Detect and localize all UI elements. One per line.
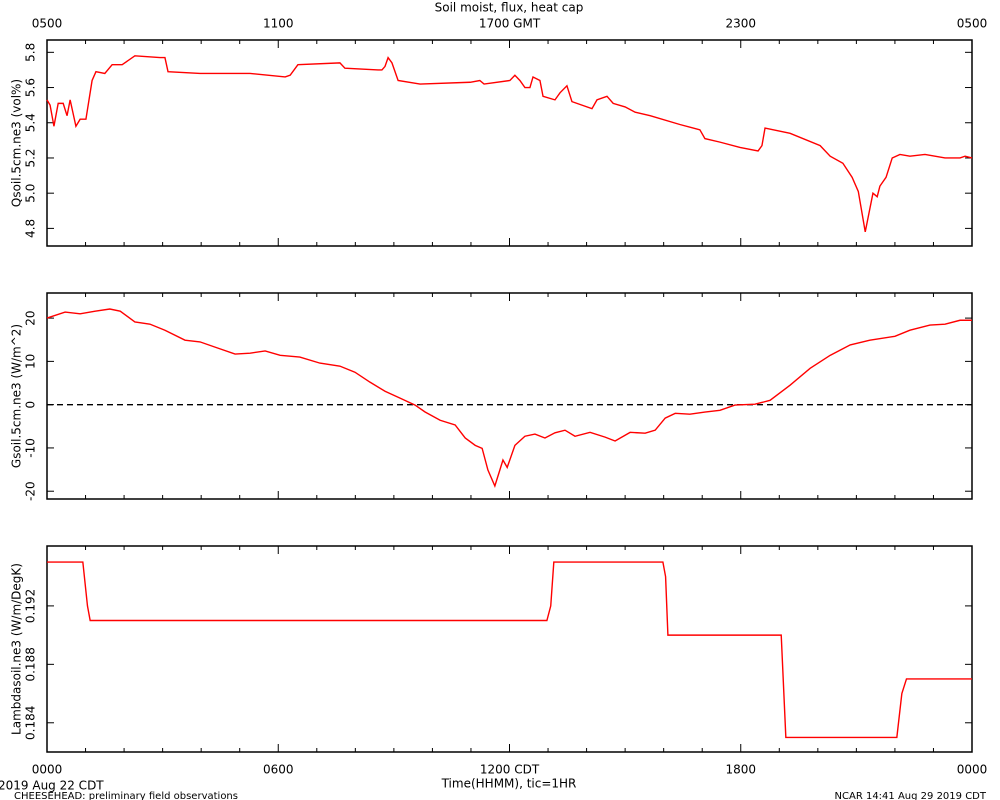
project-note: CHEESEHEAD: preliminary field observatio… bbox=[14, 791, 238, 800]
y-tick-label: -20 bbox=[24, 481, 38, 501]
y-tick-label: 0.192 bbox=[24, 589, 38, 623]
x-tick-label: 0000 bbox=[32, 763, 63, 777]
y-tick-label: 10 bbox=[24, 354, 38, 369]
x2-tick-label: 1100 bbox=[263, 17, 294, 31]
x-tick-label: 0600 bbox=[263, 763, 294, 777]
y-tick-label: 4.8 bbox=[24, 219, 38, 238]
y-tick-label: 5.4 bbox=[24, 113, 38, 132]
x-tick-label: 1800 bbox=[725, 763, 756, 777]
data-line bbox=[47, 561, 972, 739]
x2-tick-label: 0500 bbox=[957, 17, 988, 31]
plot-frame bbox=[46, 292, 973, 500]
x2-tick-label: 0500 bbox=[32, 17, 63, 31]
y-tick-label: 0 bbox=[24, 401, 38, 409]
y-tick-label: -10 bbox=[24, 438, 38, 458]
x-tick-label: 0000 bbox=[957, 763, 988, 777]
x2-tick-label: 2300 bbox=[725, 17, 756, 31]
y-tick-label: 20 bbox=[24, 310, 38, 325]
y-tick-label: 0.184 bbox=[24, 706, 38, 740]
y-axis-label: Gsoil.5cm.ne3 (W/m^2) bbox=[10, 324, 24, 468]
x-tick-label: 1200 CDT bbox=[480, 763, 540, 777]
x-axis-label: Time(HHMM), tic=1HR bbox=[441, 777, 577, 791]
timestamp: NCAR 14:41 Aug 29 2019 CDT bbox=[835, 791, 987, 800]
y-tick-label: 5.6 bbox=[24, 78, 38, 97]
y-axis-label: Lambdasoil.ne3 (W/m/DegK) bbox=[10, 563, 24, 735]
date-label: 2019 Aug 22 CDT bbox=[0, 779, 104, 793]
y-tick-label: 5.8 bbox=[24, 43, 38, 62]
plot-frame bbox=[46, 545, 973, 753]
data-line bbox=[46, 55, 973, 233]
chart-title: Soil moist, flux, heat cap bbox=[435, 1, 584, 15]
x2-tick-label: 1700 GMT bbox=[479, 17, 541, 31]
data-line bbox=[46, 308, 972, 489]
y-tick-label: 5.2 bbox=[24, 148, 38, 167]
y-tick-label: 0.188 bbox=[24, 647, 38, 681]
y-axis-label: Qsoil.5cm.ne3 (vol%) bbox=[10, 79, 24, 207]
y-tick-label: 5.0 bbox=[24, 184, 38, 203]
plot-frame bbox=[46, 39, 973, 247]
